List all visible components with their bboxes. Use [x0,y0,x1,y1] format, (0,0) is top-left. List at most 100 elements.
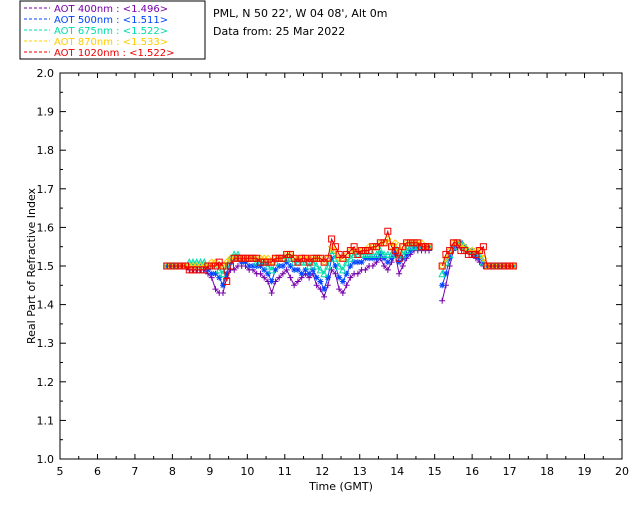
data-point [373,255,380,262]
x-axis: 5 6 7 8 9 10 11 12 13 14 15 16 17 18 19 20 [57,73,629,478]
data-point [332,263,339,269]
data-point [313,282,320,289]
data-point [211,258,220,266]
data-point [257,270,264,277]
data-point [336,274,343,281]
data-point [290,254,298,262]
data-point [369,263,376,269]
data-point [406,242,415,251]
data-point [230,250,239,258]
data-point [234,250,242,258]
data-point [287,263,294,269]
data-point [343,282,350,289]
data-point [457,247,465,255]
data-point [479,243,487,251]
data-point [276,263,283,269]
data-point [487,262,495,270]
data-point [257,263,264,269]
data-point [396,270,403,277]
data-point [196,258,205,266]
y-tick-label: 1.4 [37,299,55,312]
data-point [425,243,433,251]
data-point [208,270,215,277]
data-point [264,254,272,262]
legend-items: AOT 400nm : <1.496>AOT 500nm : <1.511>AO… [24,4,174,59]
x-tick-label: 20 [615,465,629,478]
data-point [449,239,457,247]
x-tick-label: 13 [353,465,367,478]
data-point [464,250,472,258]
data-point [294,266,301,273]
data-point [174,262,182,270]
data-point [306,270,313,277]
y-tick-label: 1.9 [37,106,55,119]
data-point [320,258,328,266]
site-label: PML, N 50 22', W 04 08', Alt 0m [213,7,387,20]
data-point [381,263,388,269]
data-point [305,261,313,270]
data-point [268,278,275,285]
data-point [200,258,209,266]
data-point [461,247,469,255]
data-point [472,250,480,258]
data-point [219,262,227,270]
data-point [192,258,201,266]
data-point [362,255,369,262]
data-point [491,262,499,270]
data-point [354,270,361,277]
data-point [317,278,324,285]
data-point [399,250,407,258]
data-point [396,259,403,266]
data-point [261,274,268,281]
data-point [509,262,517,270]
data-point [215,258,223,266]
y-axis: 1.0 1.1 1.2 1.3 1.4 1.5 1.6 1.7 1.8 1.9 2.0 [37,67,622,466]
data-point [502,262,510,270]
y-tick-label: 1.0 [37,453,55,466]
data-point [219,282,226,289]
data-point [339,290,346,297]
data-point [407,247,414,254]
data-point [446,255,453,262]
data-point [200,266,208,274]
data-point [324,254,332,262]
x-tick-label: 10 [240,465,254,478]
data-point [249,263,256,269]
data-point [460,242,469,251]
data-point [305,258,313,266]
data-point [453,239,461,247]
data-point [357,250,366,258]
data-point [268,290,275,297]
data-point [321,293,328,300]
data-point [335,250,343,258]
data-point [297,258,306,266]
data-point [182,262,190,270]
data-point [291,266,298,273]
data-point [346,247,354,255]
data-point [476,247,484,255]
data-point [264,261,272,270]
data-point [395,254,403,262]
y-tick-label: 2.0 [37,67,55,80]
data-point [279,254,287,262]
data-point [294,278,301,285]
data-point [369,255,376,262]
data-point [234,254,242,262]
data-point [366,255,373,262]
data-point [354,250,362,258]
legend-label: AOT 870nm : <1.533> [54,37,168,48]
data-point [413,242,422,251]
data-point [328,255,335,262]
data-point [197,266,204,274]
data-point [346,254,355,262]
data-point [282,254,291,262]
legend-label: AOT 400nm : <1.496> [54,4,168,15]
data-point [242,259,249,266]
data-point [298,270,305,277]
data-point [376,239,384,247]
data-point [362,266,369,273]
data-point [406,239,414,247]
data-point [351,259,358,266]
data-point [506,262,514,270]
